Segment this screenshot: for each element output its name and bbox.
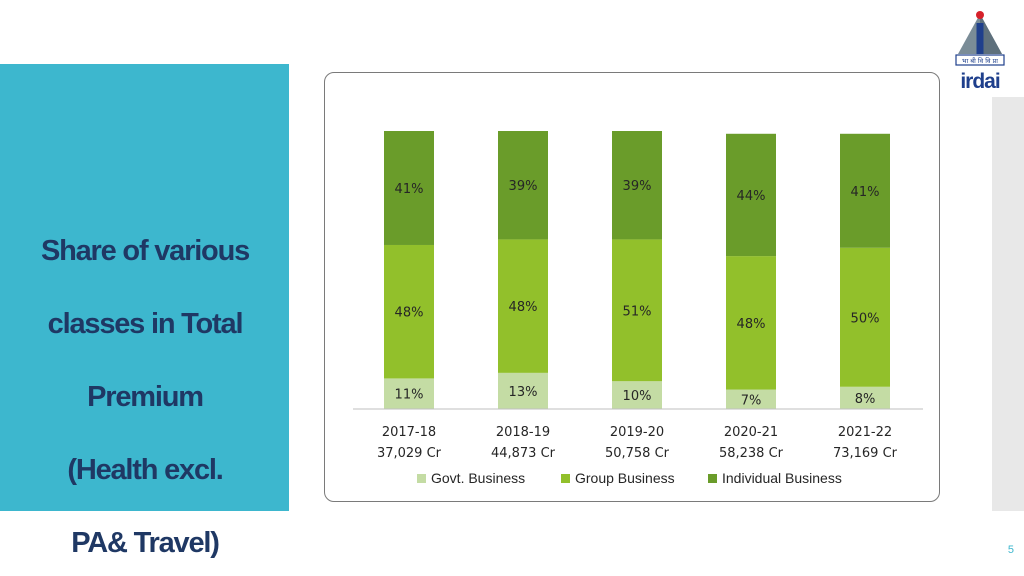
title-line: Share of various — [40, 234, 250, 267]
bar-segment — [612, 131, 662, 240]
data-label: 10% — [623, 389, 652, 404]
logo-wordmark: irdai — [960, 70, 1000, 93]
data-label: 48% — [737, 317, 766, 332]
data-label: 50% — [851, 311, 880, 326]
slide-title: Share of various classes in Total Premiu… — [10, 196, 280, 561]
bar-segment — [840, 386, 890, 409]
logo-word-bg — [954, 67, 1006, 91]
right-edge-strip — [992, 97, 1024, 511]
data-label: 48% — [395, 306, 424, 321]
bar-segment — [498, 239, 548, 373]
x-tick-total: 58,238 Cr — [719, 446, 784, 461]
x-tick-label: 2019-20 — [610, 425, 664, 440]
data-label: 7% — [741, 393, 762, 408]
chart-card: 11% 48% 41% 2017-18 37,029 Cr 13% 48% 39% 2018-1… — [324, 72, 940, 502]
page-number: 5 — [1007, 544, 1014, 556]
legend-swatch — [708, 474, 717, 483]
data-label: 51% — [623, 304, 652, 319]
x-tick-total: 44,873 Cr — [491, 446, 556, 461]
x-tick-total: 37,029 Cr — [377, 446, 442, 461]
x-tick-label: 2017-18 — [382, 425, 436, 440]
bar-segment — [498, 372, 548, 409]
bar-segment — [384, 131, 434, 245]
bar-segment — [612, 381, 662, 409]
bar-segment — [726, 256, 776, 390]
data-label: 41% — [395, 182, 424, 197]
x-tick-label: 2021-22 — [838, 425, 892, 440]
title-panel — [0, 64, 289, 511]
title-line: Premium — [87, 380, 204, 413]
logo-dot — [976, 11, 984, 19]
x-tick-total: 73,169 Cr — [833, 446, 898, 461]
bar-segment — [726, 389, 776, 409]
data-label: 44% — [737, 189, 766, 204]
logo-bar — [976, 23, 984, 54]
data-label: 8% — [855, 392, 876, 407]
title-line: PA& Travel) — [71, 526, 220, 559]
data-label: 48% — [509, 300, 538, 315]
legend-label: Individual Business — [722, 470, 842, 486]
bar-segment — [840, 247, 890, 387]
stacked-bar-chart: 11% 48% 41% 2017-18 37,029 Cr 13% 48% 39% 2018-1… — [353, 131, 923, 486]
bar-segment — [498, 131, 548, 240]
logo-triangle-shade — [980, 14, 1002, 54]
legend-swatch — [417, 474, 426, 483]
data-label: 39% — [623, 179, 652, 194]
data-label: 11% — [395, 388, 424, 403]
data-label: 41% — [851, 185, 880, 200]
logo-hindi-box — [955, 54, 1005, 66]
x-tick-label: 2018-19 — [496, 425, 550, 440]
legend-label: Group Business — [575, 470, 675, 486]
bar-segment — [384, 244, 434, 379]
bar-segment — [384, 378, 434, 409]
data-label: 13% — [509, 385, 538, 400]
x-tick-total: 50,758 Cr — [605, 446, 670, 461]
legend-label: Govt. Business — [431, 470, 525, 486]
bar-segment — [726, 133, 776, 257]
bar-segment — [612, 239, 662, 382]
title-line: (Health excl. — [67, 453, 223, 486]
data-label: 39% — [509, 179, 538, 194]
x-tick-label: 2020-21 — [724, 425, 778, 440]
bar-segment — [840, 133, 890, 248]
logo-hindi-text: भा बी वि वि प्रा — [962, 57, 998, 65]
legend-swatch — [561, 474, 570, 483]
title-line: classes in Total — [47, 307, 244, 340]
irdai-logo: भा बी वि वि प्रा irdai — [954, 11, 1006, 93]
